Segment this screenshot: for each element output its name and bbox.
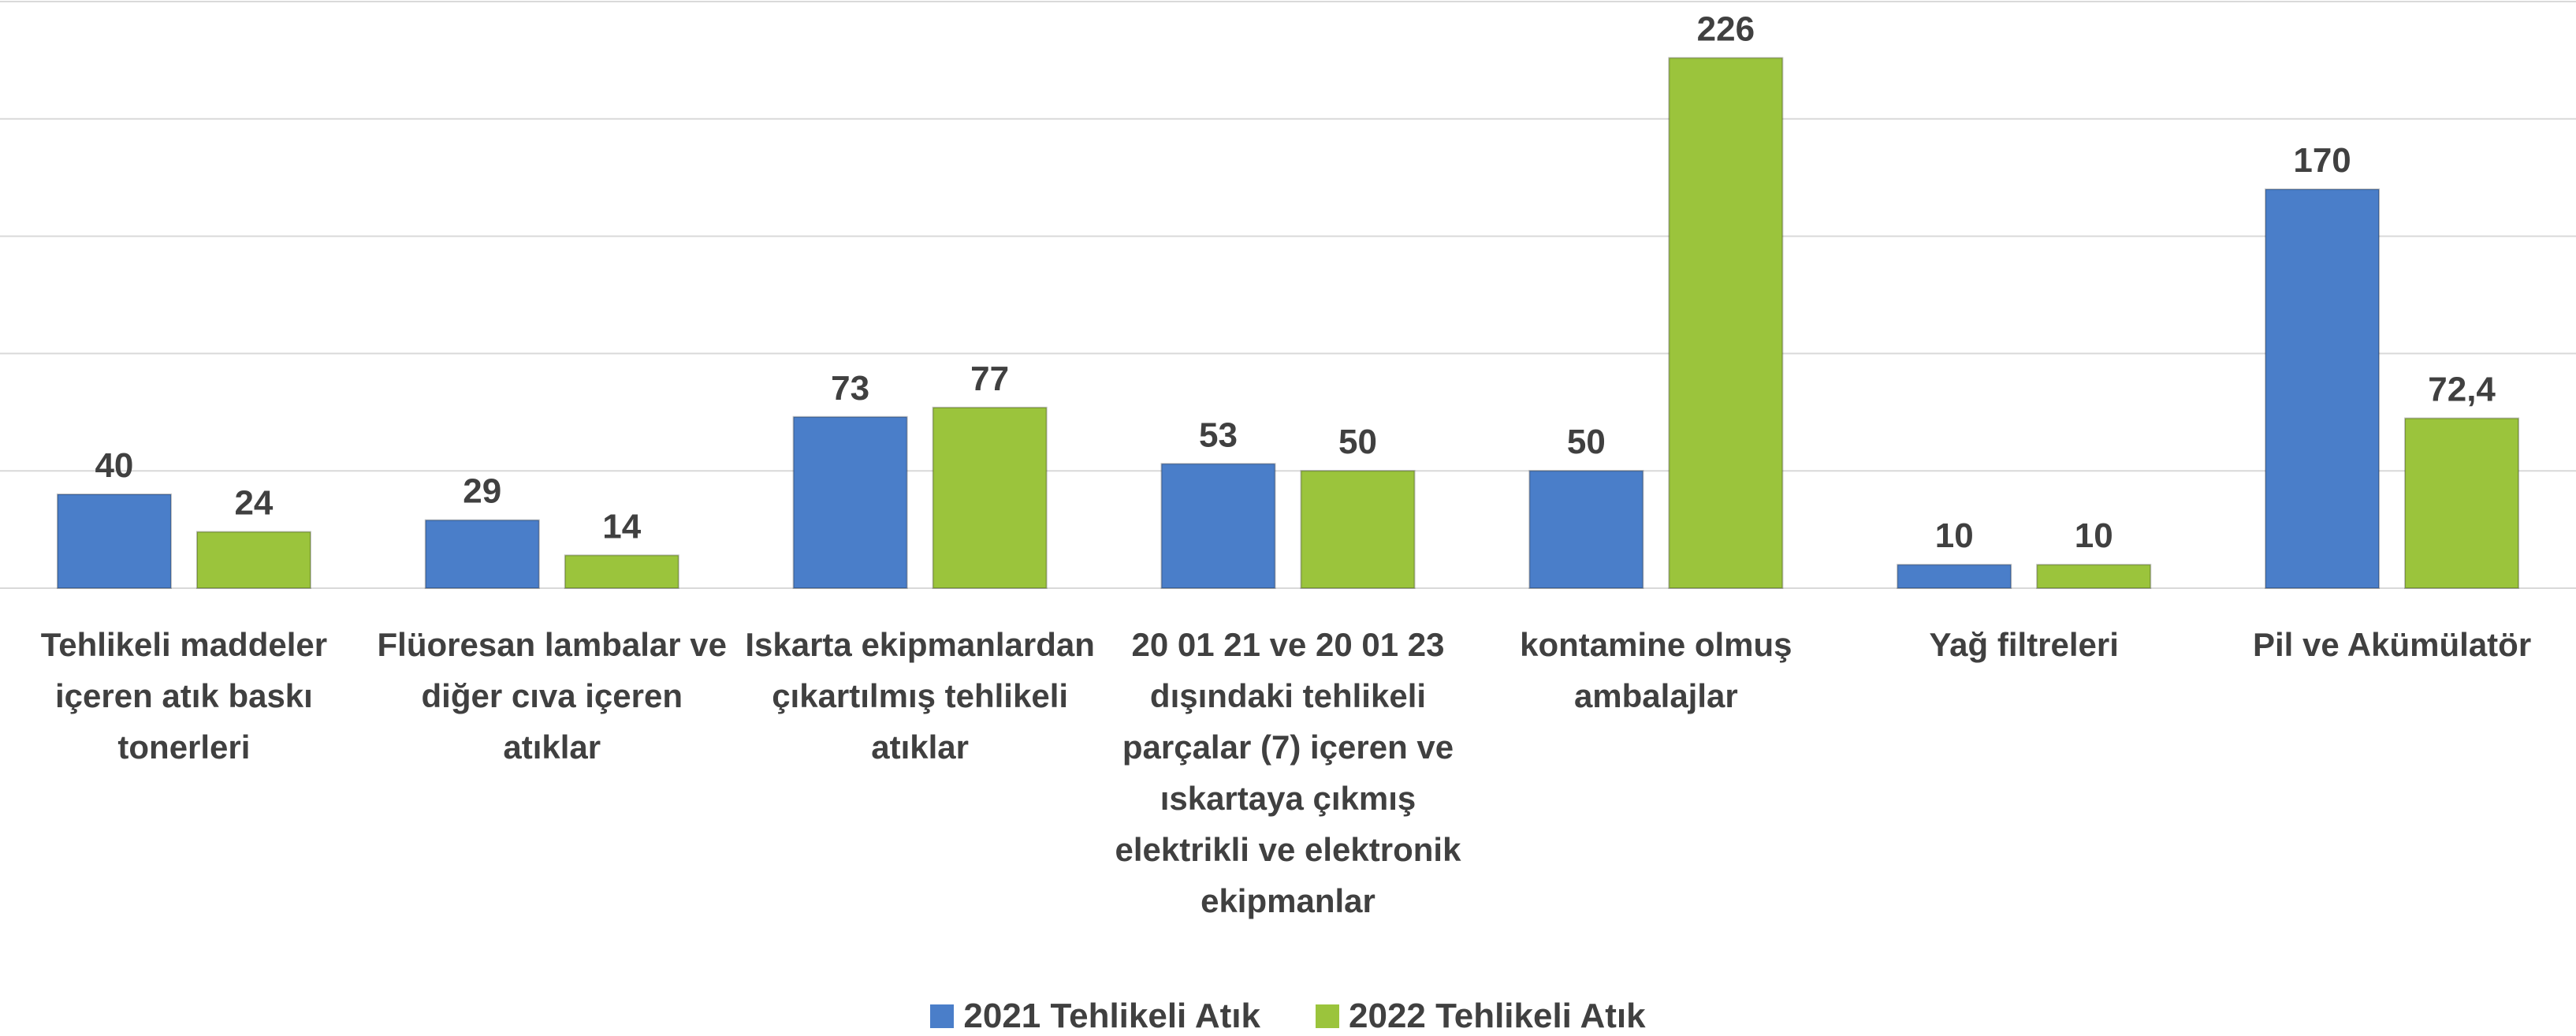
legend-swatch [930, 1004, 955, 1028]
bar [2036, 564, 2152, 589]
x-tick-label: kontamine olmuş ambalajlar [1520, 626, 1792, 714]
bar [1668, 57, 1784, 589]
x-tick-label: Pil ve Akümülatör [2252, 626, 2532, 663]
x-tick-label: Tehlikeli maddeler içeren atık baskı ton… [40, 626, 328, 766]
bar [1528, 470, 1644, 590]
x-tick-label: 20 01 21 ve 20 01 23 dışındaki tehlikeli… [1115, 626, 1461, 919]
data-label: 10 [1935, 516, 1974, 555]
legend-label: 2021 Tehlikeli Atık [963, 997, 1260, 1035]
legend-label: 2022 Tehlikeli Atık [1349, 997, 1646, 1035]
data-label: 170 [2293, 141, 2351, 180]
bar [1897, 564, 2012, 589]
bar [1160, 463, 1276, 589]
data-label: 50 [1338, 423, 1377, 461]
bar [932, 406, 1048, 590]
legend: 2021 Tehlikeli Atık 2022 Tehlikeli Atık [0, 997, 2576, 1036]
bar [792, 416, 908, 590]
data-label: 50 [1567, 423, 1606, 461]
x-tick-label: Flüoresan lambalar ve diğer cıva içeren … [377, 626, 728, 766]
data-label: 72,4 [2428, 371, 2496, 409]
data-label: 24 [234, 484, 273, 523]
data-label: 73 [831, 369, 869, 408]
legend-item: 2021 Tehlikeli Atık [930, 997, 1260, 1036]
data-label: 29 [463, 472, 501, 511]
data-label: 10 [2075, 516, 2113, 555]
bar [424, 519, 540, 589]
legend-item: 2022 Tehlikeli Atık [1316, 997, 1646, 1036]
data-label: 40 [95, 446, 133, 485]
bar [56, 493, 172, 590]
x-tick-label: Yağ filtreleri [1929, 626, 2119, 663]
legend-swatch [1316, 1004, 1339, 1028]
bar [1300, 470, 1416, 590]
bar [564, 554, 679, 589]
x-tick-label: Iskarta ekipmanlardan çıkartılmış tehlik… [745, 626, 1095, 766]
bar [2404, 417, 2520, 589]
bar [2265, 188, 2381, 590]
data-label: 77 [970, 360, 1009, 398]
data-label: 53 [1199, 416, 1238, 454]
data-label: 14 [602, 507, 641, 546]
data-label: 226 [1697, 9, 1755, 48]
bar [195, 531, 311, 589]
